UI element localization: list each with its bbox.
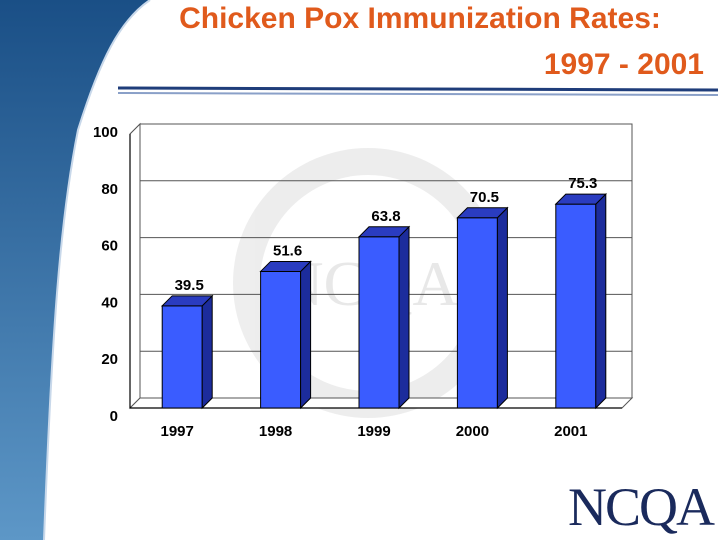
bar-side-1998 [300, 260, 312, 410]
y-tick-label: 100 [93, 124, 118, 141]
bar-top-1999 [357, 226, 411, 238]
data-label-2000: 70.5 [470, 189, 499, 206]
data-label-1999: 63.8 [371, 208, 400, 225]
bar-top-2001 [554, 193, 608, 205]
y-tick-label: 40 [101, 294, 118, 311]
bar-1998 [260, 270, 302, 409]
bar-top-1998 [259, 260, 312, 272]
bar-top-2000 [456, 207, 509, 219]
gridline [129, 123, 632, 135]
x-tick-label-1997: 1997 [161, 423, 194, 440]
data-label-2001: 75.3 [568, 175, 597, 192]
data-label-1998: 51.6 [273, 242, 302, 259]
bar-2001 [555, 203, 597, 409]
x-tick-label-2001: 2001 [554, 423, 587, 440]
y-tick-label: 80 [101, 181, 118, 198]
slide-title-line-1: Chicken Pox Immunization Rates: [179, 2, 661, 35]
bar-side-2001 [595, 192, 607, 410]
plot-side-wall [129, 122, 141, 410]
data-label-1997: 39.5 [175, 277, 204, 294]
y-tick-label: 60 [101, 238, 118, 255]
y-tick-label: 0 [110, 408, 118, 425]
x-tick-label-1999: 1999 [357, 423, 390, 440]
bar-1997 [161, 305, 203, 409]
bar-side-1999 [398, 225, 410, 410]
bar-top-1997 [160, 295, 214, 307]
slide-title-line-2: 1997 - 2001 [543, 48, 704, 81]
bar-1999 [358, 236, 400, 409]
bar-side-1997 [201, 294, 213, 410]
bar-2000 [456, 217, 498, 409]
bar-side-2000 [496, 206, 508, 410]
x-tick-label-1998: 1998 [259, 423, 292, 440]
ncqa-logo: NCQA [568, 477, 715, 537]
x-tick-label-2000: 2000 [456, 423, 489, 440]
y-tick-label: 20 [101, 351, 118, 368]
